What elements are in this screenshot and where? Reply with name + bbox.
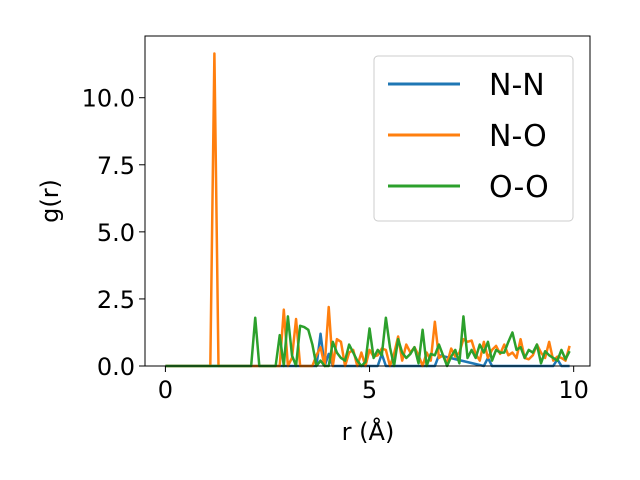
y-tick-label: 10.0 bbox=[82, 85, 135, 113]
x-tick-label: 5 bbox=[362, 376, 377, 404]
legend-label-n-o: N-O bbox=[489, 119, 547, 154]
y-tick-label: 5.0 bbox=[97, 219, 135, 247]
plot-frame bbox=[144, 35, 591, 367]
y-axis-label: g(r) bbox=[36, 179, 64, 223]
x-tick-label: 0 bbox=[158, 376, 173, 404]
y-tick-label: 0.0 bbox=[97, 353, 135, 381]
legend-label-o-o: O-O bbox=[489, 170, 549, 205]
series-line-o-o bbox=[165, 315, 571, 368]
y-tick-label: 7.5 bbox=[97, 152, 135, 180]
legend-label-n-n: N-N bbox=[489, 68, 545, 103]
legend: N-N N-O O-O bbox=[373, 55, 574, 222]
ticks-layer: 0 5 10 0.0 2.5 5.0 7.5 10.0 bbox=[82, 85, 589, 404]
y-tick-label: 2.5 bbox=[97, 286, 135, 314]
x-axis-label: r (Å) bbox=[342, 417, 395, 446]
x-tick-label: 10 bbox=[558, 376, 589, 404]
legend-box bbox=[373, 55, 574, 222]
